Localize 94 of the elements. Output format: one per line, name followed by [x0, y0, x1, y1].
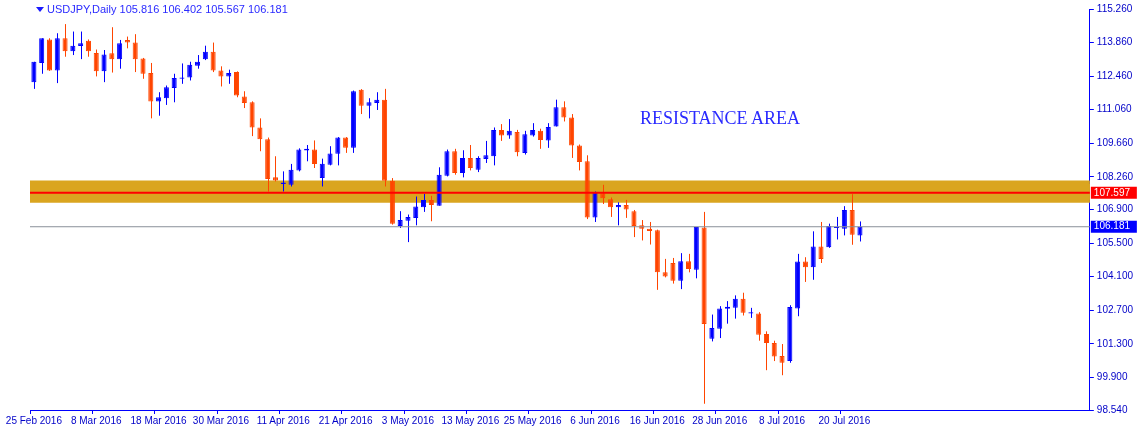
- candlestick: [685, 253, 692, 273]
- candlestick: [771, 340, 777, 362]
- y-tick-label: 108.260: [1096, 170, 1134, 182]
- x-tick-label: 20 Jul 2016: [818, 414, 871, 426]
- candlestick: [600, 184, 606, 205]
- candlestick: [537, 128, 543, 150]
- candlestick: [319, 158, 325, 187]
- candlestick: [210, 42, 216, 73]
- candlestick: [483, 140, 489, 164]
- x-tick-label: 25 Feb 2016: [5, 414, 63, 426]
- candlestick: [631, 209, 637, 238]
- candlestick: [459, 149, 466, 178]
- candlestick: [444, 149, 450, 177]
- candlestick: [732, 294, 738, 320]
- candlestick: [467, 144, 473, 171]
- candlestick: [717, 305, 723, 339]
- candlestick: [576, 144, 582, 171]
- candlestick: [810, 230, 816, 281]
- candlestick: [522, 130, 528, 156]
- candlestick: [187, 61, 193, 81]
- y-tick-label: 102.700: [1096, 303, 1134, 315]
- candlestick: [756, 311, 762, 342]
- candlestick: [39, 37, 45, 75]
- y-tick-label: 101.300: [1096, 337, 1134, 349]
- candlestick: [834, 216, 840, 240]
- candlestick: [662, 258, 668, 278]
- x-tick-label: 28 Jun 2016: [692, 414, 748, 426]
- candlestick: [272, 155, 279, 182]
- x-tick-label: 8 Jul 2016: [758, 414, 806, 426]
- x-tick-label: 18 Mar 2016: [130, 414, 188, 426]
- x-tick-label: 11 Apr 2016: [256, 414, 311, 426]
- candlestick: [358, 88, 364, 115]
- ref-line-label: 106.181: [1093, 220, 1131, 232]
- y-tick-label: 104.100: [1096, 270, 1134, 282]
- candlestick: [709, 314, 715, 342]
- candlestick: [311, 139, 317, 169]
- y-tick-label: 112.460: [1096, 69, 1133, 81]
- candlestick: [608, 197, 614, 218]
- candlestick: [335, 136, 341, 166]
- candlestick: [218, 65, 224, 87]
- candlestick: [257, 117, 263, 152]
- chart-title: USDJPY,Daily 105.816 106.402 105.567 106.181: [47, 3, 288, 15]
- candlestick: [163, 85, 169, 106]
- y-tick-label: 113.860: [1096, 36, 1133, 48]
- candlestick: [405, 214, 411, 243]
- x-tick-label: 3 May 2016: [381, 414, 435, 426]
- y-tick-label: 98.540: [1096, 403, 1128, 415]
- candlestick: [452, 148, 458, 176]
- y-tick-label: 111.060: [1096, 103, 1132, 115]
- candlestick: [249, 100, 255, 137]
- x-tick-label: 21 Apr 2016: [318, 414, 374, 426]
- candlestick: [78, 31, 84, 60]
- candlestick: [514, 129, 520, 157]
- y-tick-label: 106.900: [1096, 203, 1134, 215]
- candlestick: [779, 343, 785, 376]
- candlestick: [31, 61, 37, 90]
- candlestick: [296, 147, 302, 172]
- candlestick: [592, 191, 598, 223]
- x-tick-label: 25 May 2016: [503, 414, 562, 426]
- candlestick: [545, 122, 551, 149]
- candlestick: [841, 205, 847, 236]
- candlestick: [109, 26, 115, 74]
- candlestick: [678, 252, 684, 290]
- x-tick-label: 16 Jun 2016: [629, 414, 686, 426]
- candlestick: [763, 330, 769, 371]
- candlestick: [93, 49, 99, 77]
- candlestick: [233, 70, 240, 98]
- candlestick: [740, 292, 746, 317]
- candlestick: [849, 193, 855, 246]
- candlestick: [288, 163, 294, 187]
- y-tick-label: 99.900: [1096, 371, 1128, 383]
- ref-line-label: 107.597: [1093, 186, 1131, 198]
- candlestick: [553, 99, 559, 128]
- candlestick: [561, 100, 567, 122]
- candlestick: [818, 221, 824, 264]
- y-tick-label: 105.500: [1096, 236, 1134, 248]
- candlestick: [171, 73, 177, 103]
- candlestick: [413, 196, 419, 226]
- x-tick-label: 8 Mar 2016: [70, 414, 122, 426]
- x-tick-label: 13 May 2016: [441, 414, 500, 426]
- annotation: RESISTANCE AREA: [640, 108, 801, 129]
- candlestick: [670, 257, 676, 285]
- candlestick: [366, 97, 372, 119]
- candlestick: [428, 195, 434, 222]
- y-tick-label: 115.260: [1096, 2, 1133, 14]
- y-tick-label: 109.660: [1096, 137, 1134, 149]
- candlestick: [132, 33, 138, 73]
- candlestick: [826, 223, 832, 249]
- x-tick-label: 30 Mar 2016: [192, 414, 250, 426]
- candlestick: [101, 49, 107, 83]
- candlestick: [62, 23, 68, 58]
- candlestick: [117, 39, 123, 70]
- x-tick-label: 6 Jun 2016: [570, 414, 621, 426]
- candlestick: [156, 91, 162, 117]
